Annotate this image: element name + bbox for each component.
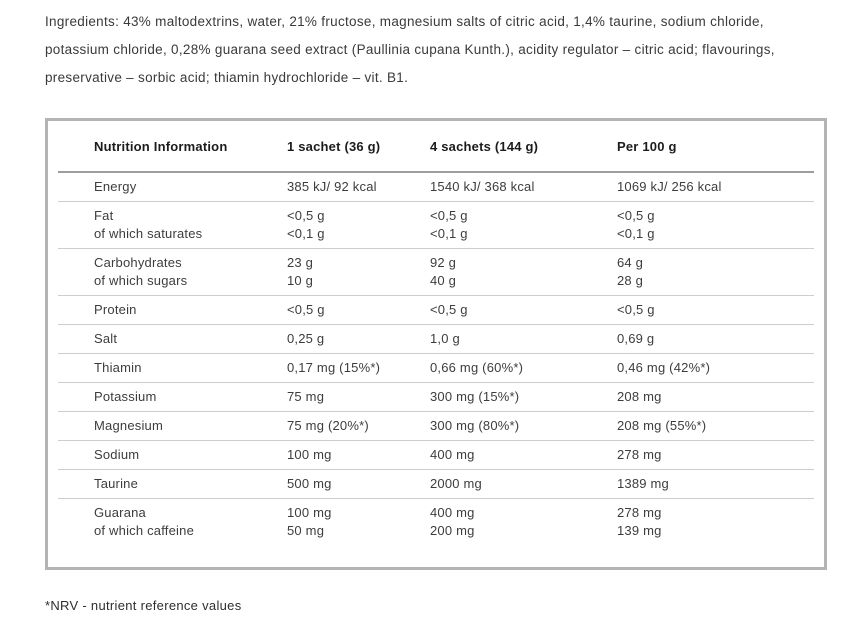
table-row: Magnesium 75 mg (20%*) 300 mg (80%*) 208… (58, 412, 814, 441)
nutrition-rows: Energy 385 kJ/ 92 kcal 1540 kJ/ 368 kcal… (58, 173, 814, 558)
row-value-4-sachets: 0,66 mg (60%*) (430, 360, 524, 375)
row-label: Sodium (94, 447, 140, 462)
row-value-1-sachet: 0,25 g (287, 331, 325, 346)
row-label: Magnesium (94, 418, 163, 433)
row-label: Taurine (94, 476, 139, 491)
row-value-1-sachet: 500 mg (287, 476, 332, 491)
table-row: Carbohydrates of which sugars 23 g 10 g 92… (58, 249, 814, 296)
row-value-1-sachet: 100 mg 50 mg (287, 505, 332, 538)
row-value-per-100g: 0,46 mg (42%*) (617, 360, 711, 375)
row-label: Fat of which saturates (94, 208, 203, 241)
row-value-4-sachets: 1,0 g (430, 331, 460, 346)
header-nutrition-information: Nutrition Information (94, 139, 228, 154)
table-row: Protein <0,5 g <0,5 g <0,5 g (58, 296, 814, 325)
row-value-1-sachet: 23 g 10 g (287, 255, 314, 288)
row-value-per-100g: 208 mg (55%*) (617, 418, 707, 433)
row-value-1-sachet: <0,5 g <0,1 g (287, 208, 325, 241)
row-value-4-sachets: 2000 mg (430, 476, 482, 491)
row-value-per-100g: 64 g 28 g (617, 255, 644, 288)
row-value-4-sachets: 300 mg (15%*) (430, 389, 520, 404)
row-value-4-sachets: 300 mg (80%*) (430, 418, 520, 433)
row-value-per-100g: <0,5 g <0,1 g (617, 208, 655, 241)
table-row: Guarana of which caffeine 100 mg 50 mg 400… (58, 499, 814, 558)
table-row: Fat of which saturates <0,5 g <0,1 g <0,5 … (58, 202, 814, 249)
table-row: Salt 0,25 g 1,0 g 0,69 g (58, 325, 814, 354)
row-value-1-sachet: <0,5 g (287, 302, 325, 317)
row-label: Energy (94, 179, 137, 194)
row-value-per-100g: 208 mg (617, 389, 662, 404)
row-value-per-100g: 1389 mg (617, 476, 669, 491)
row-value-1-sachet: 75 mg (20%*) (287, 418, 369, 433)
nutrition-table: Nutrition Information 1 sachet (36 g) 4 … (45, 118, 827, 570)
row-value-1-sachet: 100 mg (287, 447, 332, 462)
row-value-1-sachet: 0,17 mg (15%*) (287, 360, 381, 375)
header-1-sachet: 1 sachet (36 g) (287, 139, 381, 154)
row-value-4-sachets: 400 mg 200 mg (430, 505, 475, 538)
ingredients-text: Ingredients: 43% maltodextrins, water, 2… (45, 14, 775, 85)
row-value-per-100g: 278 mg (617, 447, 662, 462)
row-value-1-sachet: 385 kJ/ 92 kcal (287, 179, 377, 194)
row-value-4-sachets: 92 g 40 g (430, 255, 457, 288)
row-value-per-100g: 0,69 g (617, 331, 655, 346)
table-row: Taurine 500 mg 2000 mg 1389 mg (58, 470, 814, 499)
header-per-100g: Per 100 g (617, 139, 677, 154)
row-value-4-sachets: <0,5 g (430, 302, 468, 317)
row-value-4-sachets: 1540 kJ/ 368 kcal (430, 179, 535, 194)
row-label: Salt (94, 331, 118, 346)
row-label: Potassium (94, 389, 157, 404)
row-label: Protein (94, 302, 137, 317)
table-header-row: Nutrition Information 1 sachet (36 g) 4 … (58, 121, 814, 173)
table-row: Energy 385 kJ/ 92 kcal 1540 kJ/ 368 kcal… (58, 173, 814, 202)
row-label: Thiamin (94, 360, 142, 375)
table-row: Potassium 75 mg 300 mg (15%*) 208 mg (58, 383, 814, 412)
row-label: Guarana of which caffeine (94, 505, 194, 538)
table-row: Thiamin 0,17 mg (15%*) 0,66 mg (60%*) 0,… (58, 354, 814, 383)
row-value-4-sachets: 400 mg (430, 447, 475, 462)
row-value-per-100g: 1069 kJ/ 256 kcal (617, 179, 722, 194)
row-value-1-sachet: 75 mg (287, 389, 325, 404)
row-value-per-100g: 278 mg 139 mg (617, 505, 662, 538)
row-value-per-100g: <0,5 g (617, 302, 655, 317)
table-row: Sodium 100 mg 400 mg 278 mg (58, 441, 814, 470)
row-label: Carbohydrates of which sugars (94, 255, 188, 288)
header-4-sachets: 4 sachets (144 g) (430, 139, 539, 154)
row-value-4-sachets: <0,5 g <0,1 g (430, 208, 468, 241)
nrv-footnote: *NRV - nutrient reference values (45, 598, 242, 613)
